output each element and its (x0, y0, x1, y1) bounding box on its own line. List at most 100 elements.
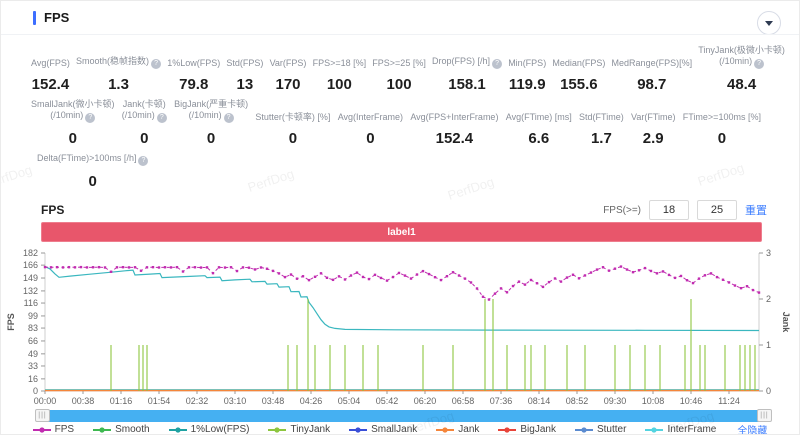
legend-item-smooth[interactable]: Smooth (93, 424, 150, 434)
legend-marker-icon (349, 426, 368, 433)
chart-section-title: FPS (41, 203, 65, 217)
stat-value: 13 (236, 76, 254, 93)
svg-text:0: 0 (766, 386, 771, 396)
svg-text:149: 149 (23, 273, 38, 283)
stat-min-fps: Min(FPS) 119.9 (508, 45, 546, 93)
svg-text:0: 0 (33, 386, 38, 396)
stat-value: 0 (206, 130, 216, 147)
scrollbar-left-handle-icon[interactable]: ||| (35, 409, 50, 422)
help-icon[interactable]: ? (151, 59, 162, 69)
legend-item-bigjank[interactable]: BigJank (498, 424, 556, 434)
label-banner[interactable]: label1 (41, 222, 762, 242)
legend-item-tinyjank[interactable]: TinyJank (268, 424, 331, 435)
stat-smooth: Smooth(稳帧指数)? 1.3 (76, 45, 162, 93)
help-icon[interactable]: ? (138, 156, 149, 166)
svg-text:10:46: 10:46 (680, 396, 703, 406)
stat-value: 6.6 (528, 130, 550, 147)
stat-value: 170 (275, 76, 301, 93)
svg-text:00:38: 00:38 (72, 396, 95, 406)
legend-item-stutter[interactable]: Stutter (574, 424, 627, 435)
fps-threshold-max-input[interactable] (697, 200, 737, 220)
legend-item-1%low-fps[interactable]: 1%Low(FPS) (168, 424, 249, 434)
legend-label: InterFrame (667, 424, 717, 435)
legend-label: Stutter (596, 424, 627, 435)
svg-text:166: 166 (23, 260, 38, 270)
svg-text:3: 3 (766, 248, 771, 258)
stat-label: Avg(InterFrame) (337, 112, 404, 122)
collapse-button[interactable] (757, 11, 781, 35)
stat-label: Min(FPS) (508, 58, 547, 68)
label-banner-text: label1 (387, 226, 416, 238)
stat-value: 98.7 (637, 76, 667, 93)
svg-text:1: 1 (766, 340, 771, 350)
stat-label: Stutter(卡顿率) [%] (255, 112, 331, 122)
svg-text:99: 99 (28, 311, 38, 321)
stat-medrange-fps-%: MedRange(FPS)[%] 98.7 (612, 45, 693, 93)
svg-text:06:20: 06:20 (414, 396, 437, 406)
stat-var-fps: Var(FPS) 170 (270, 45, 307, 93)
stat-delta-ftime-100ms-h: Delta(FTime)>100ms [/h]? 0 (37, 153, 149, 190)
help-icon[interactable]: ? (85, 113, 96, 123)
legend-marker-icon (645, 426, 664, 433)
stat-smalljank-10min: SmallJank(微小卡顿) (/10min)? 0 (31, 99, 115, 147)
stat-var-ftime: Var(FTime) 2.9 (631, 99, 676, 147)
svg-text:FPS: FPS (6, 313, 16, 331)
svg-text:01:54: 01:54 (148, 396, 171, 406)
scrollbar-right-handle-icon[interactable]: ||| (757, 409, 772, 422)
stat-label: Drop(FPS) [/h]? (432, 56, 503, 69)
svg-text:06:58: 06:58 (452, 396, 475, 406)
stat-jank-10min: Jank(卡顿) (/10min)? 0 (122, 99, 167, 147)
svg-text:66: 66 (28, 336, 38, 346)
stat-value: 79.8 (179, 76, 209, 93)
legend-item-jank[interactable]: Jank (436, 424, 480, 435)
stat-value: 100 (386, 76, 412, 93)
legend-label: TinyJank (290, 424, 331, 435)
stat-tinyjank-10min: TinyJank(极微小卡顿) (/10min)? 48.4 (698, 45, 785, 93)
fps-threshold-filter: FPS(>=) 重置 (603, 200, 767, 220)
watermark: PerfDog (695, 159, 746, 190)
stat-avg-fps+interframe: Avg(FPS+InterFrame) 152.4 (410, 99, 498, 147)
stat-value: 0 (88, 173, 97, 190)
svg-text:05:42: 05:42 (376, 396, 399, 406)
panel-title: FPS (44, 10, 70, 25)
legend-item-interframe[interactable]: InterFrame (645, 424, 717, 435)
legend-label: FPS (54, 424, 75, 435)
chart-range-scrollbar[interactable]: ||| ||| (35, 409, 772, 422)
stat-value: 0 (140, 130, 149, 147)
help-icon[interactable]: ? (156, 113, 167, 123)
stat-fps-25-%: FPS>=25 [%] 100 (372, 45, 426, 93)
accent-bar (33, 10, 36, 25)
help-icon[interactable]: ? (223, 113, 234, 123)
stat-label: Avg(FPS) (31, 58, 70, 68)
stat-value: 158.1 (448, 76, 486, 93)
stats-row-1: Avg(FPS) 152.4 Smooth(稳帧指数)? 1.3 1%Low(FPS) 7… (31, 45, 785, 93)
stat-value: 1.7 (590, 130, 612, 147)
hide-all-link[interactable]: 全隐藏 (737, 426, 768, 435)
watermark: PerfDog (0, 161, 34, 192)
legend-item-smalljank[interactable]: SmallJank (349, 424, 417, 434)
stats-row-3: Delta(FTime)>100ms [/h]? 0 (37, 153, 149, 190)
legend-item-fps[interactable]: FPS (32, 424, 75, 435)
stat-value: 119.9 (508, 76, 546, 93)
svg-text:09:30: 09:30 (604, 396, 627, 406)
svg-text:05:04: 05:04 (338, 396, 361, 406)
chart-legend: FPS Smooth 1%Low(FPS) TinyJank SmallJank Jank… (1, 422, 799, 435)
header-divider (1, 34, 799, 35)
svg-text:10:08: 10:08 (642, 396, 665, 406)
fps-line-chart[interactable]: 0 16 33 49 66 83 99 116 132 149 166 182 0 1 2 3 00:00 00:… (1, 245, 800, 409)
stat-label: Delta(FTime)>100ms [/h]? (37, 153, 149, 166)
stat-value: 0 (68, 130, 77, 147)
svg-text:00:00: 00:00 (34, 396, 57, 406)
svg-text:04:26: 04:26 (300, 396, 323, 406)
legend-label: Jank (458, 424, 480, 435)
stat-stutter-%: Stutter(卡顿率) [%] 0 (255, 99, 330, 147)
help-icon[interactable]: ? (754, 59, 765, 69)
legend-marker-icon (436, 426, 455, 433)
stat-value: 2.9 (642, 130, 664, 147)
stat-std-ftime: Std(FTime) 1.7 (579, 99, 624, 147)
fps-threshold-min-input[interactable] (649, 200, 689, 220)
stat-value: 48.4 (726, 76, 757, 93)
help-icon[interactable]: ? (492, 59, 503, 69)
reset-link[interactable]: 重置 (745, 205, 767, 217)
